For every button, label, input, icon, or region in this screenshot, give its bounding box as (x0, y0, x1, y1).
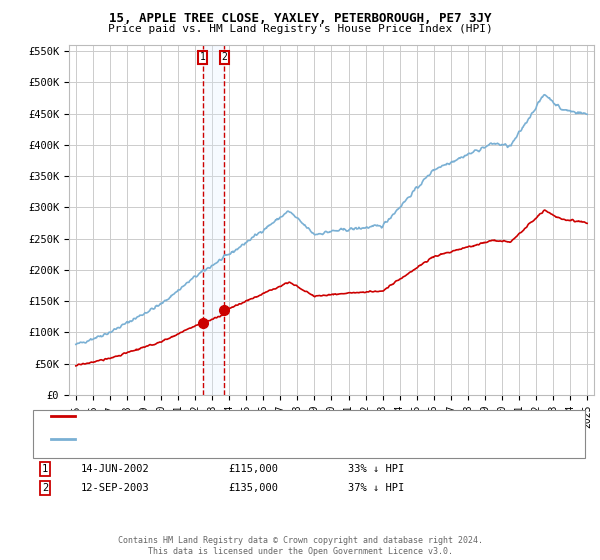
Text: £135,000: £135,000 (228, 483, 278, 493)
Text: £115,000: £115,000 (228, 464, 278, 474)
Text: 37% ↓ HPI: 37% ↓ HPI (348, 483, 404, 493)
Text: 2: 2 (42, 483, 48, 493)
Text: Contains HM Land Registry data © Crown copyright and database right 2024.
This d: Contains HM Land Registry data © Crown c… (118, 536, 482, 556)
Text: Price paid vs. HM Land Registry's House Price Index (HPI): Price paid vs. HM Land Registry's House … (107, 24, 493, 34)
Text: 12-SEP-2003: 12-SEP-2003 (81, 483, 150, 493)
Text: 1: 1 (200, 52, 206, 62)
Text: 15, APPLE TREE CLOSE, YAXLEY, PETERBOROUGH, PE7 3JY (detached house): 15, APPLE TREE CLOSE, YAXLEY, PETERBOROU… (78, 411, 478, 421)
Bar (203, 45, 224, 395)
Text: 14-JUN-2002: 14-JUN-2002 (81, 464, 150, 474)
Text: 33% ↓ HPI: 33% ↓ HPI (348, 464, 404, 474)
Text: 2: 2 (221, 52, 227, 62)
Text: 15, APPLE TREE CLOSE, YAXLEY, PETERBOROUGH, PE7 3JY: 15, APPLE TREE CLOSE, YAXLEY, PETERBOROU… (109, 12, 491, 25)
Text: 1: 1 (42, 464, 48, 474)
Text: HPI: Average price, detached house, Huntingdonshire: HPI: Average price, detached house, Hunt… (78, 435, 377, 444)
